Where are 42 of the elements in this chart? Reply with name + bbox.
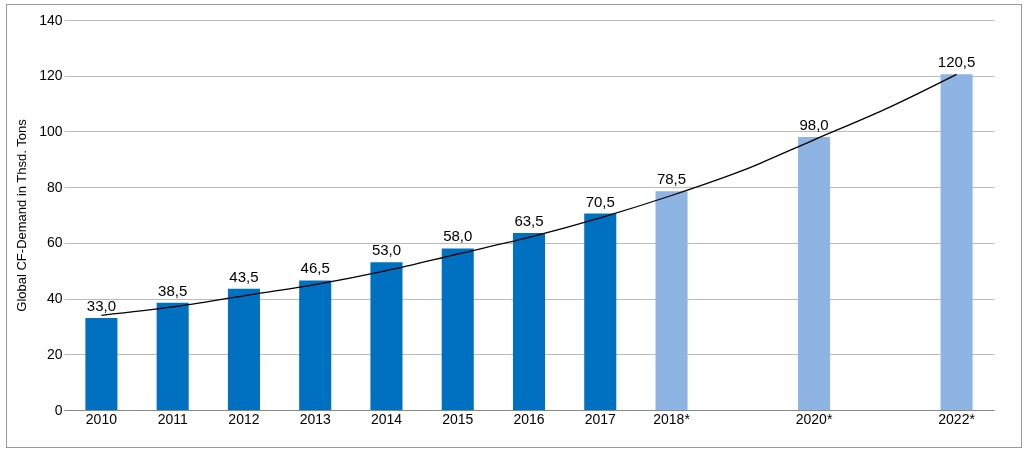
x-tick-label: 2016 — [513, 410, 545, 427]
x-tick-label: 2018* — [653, 410, 691, 427]
y-tick-label: 0 — [54, 401, 63, 418]
x-tick-label: 2022* — [938, 410, 976, 427]
bar — [512, 233, 546, 410]
data-label: 98,0 — [799, 116, 829, 133]
y-tick-label: 140 — [39, 11, 63, 28]
bar — [85, 318, 118, 410]
y-tick-label: 100 — [39, 122, 63, 139]
x-tick-label: 2011 — [157, 410, 188, 427]
bar — [798, 137, 831, 410]
data-label: 43,5 — [229, 267, 259, 285]
bar — [940, 74, 973, 410]
data-label: 53,0 — [371, 241, 402, 259]
x-tick-label: 2012 — [228, 410, 260, 427]
x-tick-label: 2015 — [442, 410, 474, 427]
y-tick-label: 20 — [46, 345, 63, 362]
data-label: 58,0 — [443, 227, 473, 245]
bar — [584, 213, 617, 410]
x-tick-label: 2014 — [370, 410, 403, 427]
y-tick-label: 80 — [46, 178, 63, 195]
y-axis-title: Global CF-Demand in Thsd. Tons — [14, 118, 30, 312]
x-tick-label: 2017 — [584, 410, 617, 427]
data-label: 78,5 — [656, 170, 687, 188]
data-label: 46,5 — [300, 259, 330, 277]
data-label: 33,0 — [86, 297, 117, 315]
x-tick-label: 2013 — [299, 410, 331, 427]
x-tick-label: 2020* — [795, 410, 833, 427]
data-label: 63,5 — [514, 212, 544, 230]
y-tick-label: 60 — [46, 234, 63, 251]
bar — [655, 191, 688, 410]
y-tick-label: 40 — [46, 290, 63, 307]
x-tick-label: 2010 — [85, 410, 118, 427]
bar — [227, 288, 260, 410]
y-tick-label: 120 — [39, 67, 63, 84]
data-label: 70,5 — [585, 192, 615, 210]
bar — [156, 302, 189, 410]
data-label: 120,5 — [937, 53, 976, 71]
bar — [299, 280, 332, 410]
bar — [441, 248, 474, 410]
bar — [370, 262, 403, 410]
data-label: 38,5 — [158, 281, 188, 299]
